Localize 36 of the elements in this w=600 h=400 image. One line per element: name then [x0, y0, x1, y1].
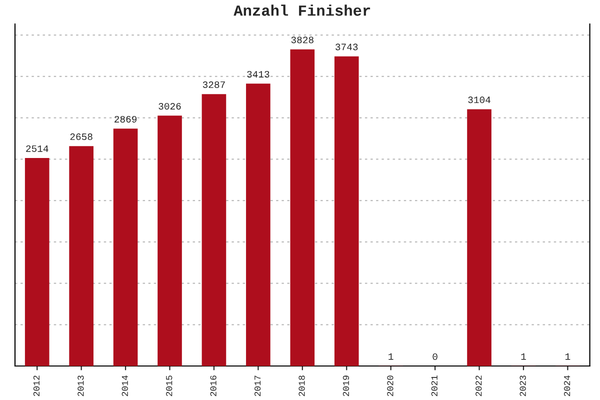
x-tick-label: 2022 — [476, 376, 482, 396]
x-tick-label: 2017 — [254, 376, 261, 396]
bar — [290, 49, 315, 366]
data-label: 2869 — [114, 116, 137, 123]
data-label: 0 — [432, 353, 438, 360]
bar — [246, 84, 270, 366]
bar — [202, 94, 226, 366]
data-label: 3026 — [158, 102, 181, 110]
data-label: 2514 — [26, 145, 48, 152]
x-tick-label: 2016 — [210, 376, 216, 396]
data-label: 3104 — [468, 96, 490, 104]
x-tick-label: 2024 — [564, 375, 570, 396]
x-tick-label: 2015 — [166, 376, 172, 396]
x-tick-label: 2018 — [298, 376, 305, 396]
x-tick-label: 2012 — [33, 376, 40, 396]
bar — [334, 56, 359, 366]
x-tick-label: 2014 — [122, 375, 128, 396]
data-label: 3828 — [291, 36, 314, 44]
x-tick-label: 2023 — [520, 376, 526, 396]
data-label: 3287 — [202, 81, 225, 88]
chart-title: Anzahl Finisher — [234, 4, 370, 16]
data-label: 2658 — [70, 133, 92, 140]
bar — [69, 146, 94, 366]
data-label: 3743 — [336, 44, 358, 50]
x-tick-label: 2019 — [342, 376, 350, 396]
bar — [467, 109, 492, 366]
data-label: 1 — [521, 353, 526, 360]
bar — [113, 128, 138, 366]
x-tick-label: 2020 — [387, 376, 394, 396]
bar — [24, 158, 50, 366]
data-label: 1 — [565, 353, 570, 360]
data-label: 3413 — [247, 70, 270, 78]
x-tick-label: 2021 — [431, 375, 438, 396]
x-tick-label: 2013 — [78, 376, 84, 396]
bar — [158, 116, 182, 366]
data-label: 1 — [388, 353, 394, 360]
